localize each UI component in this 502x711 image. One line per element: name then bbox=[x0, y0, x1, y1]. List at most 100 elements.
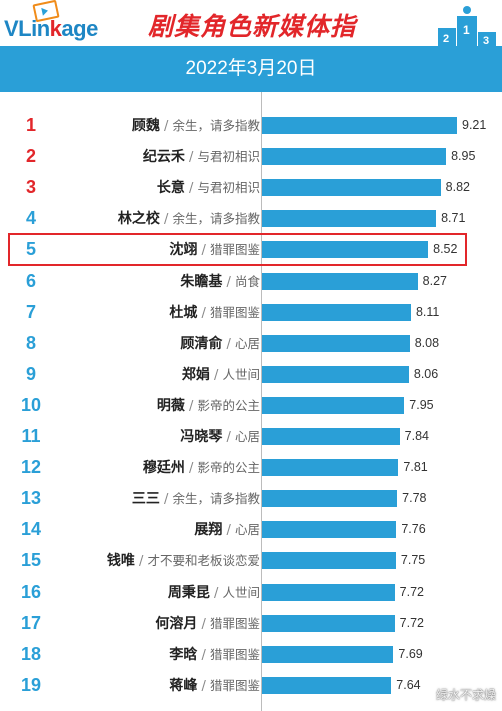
ranking-row: 19 蒋峰 / 猎罪图鉴 7.64 bbox=[0, 670, 502, 701]
ranking-row: 1 顾魏 / 余生，请多指教 9.21 bbox=[0, 110, 502, 141]
bar bbox=[262, 334, 410, 352]
rank-number: 4 bbox=[25, 208, 36, 229]
drama-title: 猎罪图鉴 bbox=[209, 242, 260, 258]
value-label: 8.27 bbox=[422, 273, 447, 288]
row-label: 李晗 / 猎罪图鉴 bbox=[169, 639, 260, 671]
separator: / bbox=[184, 461, 198, 477]
separator: / bbox=[209, 585, 223, 601]
value-label: 7.76 bbox=[401, 522, 426, 537]
separator: / bbox=[222, 336, 235, 352]
separator: / bbox=[197, 616, 210, 632]
drama-title: 影帝的公主 bbox=[197, 460, 260, 476]
character-name: 长意 bbox=[156, 180, 185, 197]
ranking-row: 14 展翔 / 心居 7.76 bbox=[0, 514, 502, 545]
rank-number: 17 bbox=[20, 612, 42, 633]
value-label: 7.78 bbox=[402, 491, 427, 506]
bar bbox=[262, 396, 405, 414]
separator: / bbox=[184, 181, 198, 197]
ranking-row: 8 顾清俞 / 心居 8.08 bbox=[0, 328, 502, 359]
rank-number: 18 bbox=[20, 643, 42, 664]
bar bbox=[262, 614, 395, 632]
separator: / bbox=[222, 523, 235, 539]
rank-number: 16 bbox=[20, 581, 42, 602]
character-name: 顾魏 bbox=[131, 118, 160, 134]
drama-title: 猎罪图鉴 bbox=[209, 304, 260, 320]
rank-number: 10 bbox=[20, 394, 42, 415]
drama-title: 余生，请多指教 bbox=[172, 118, 260, 133]
value-label: 8.11 bbox=[415, 304, 440, 319]
value-label: 8.08 bbox=[414, 335, 440, 350]
character-name: 杜城 bbox=[169, 304, 198, 321]
bar bbox=[262, 179, 441, 197]
drama-title: 与君初相识 bbox=[197, 149, 260, 165]
separator: / bbox=[159, 119, 173, 134]
drama-title: 人世间 bbox=[222, 584, 260, 600]
rank-number: 6 bbox=[25, 270, 36, 291]
logo-text: VLinkage bbox=[4, 16, 98, 41]
ranking-bar-chart: 1 顾魏 / 余生，请多指教 9.21 2 纪云禾 / 与君初相识 8.95 3 长意 / 与… bbox=[0, 92, 502, 711]
row-label: 长意 / 与君初相识 bbox=[157, 172, 260, 204]
value-label: 7.84 bbox=[404, 429, 429, 443]
ranking-row: 18 李晗 / 猎罪图鉴 7.69 bbox=[0, 639, 502, 670]
row-label: 何溶月 / 猎罪图鉴 bbox=[155, 608, 260, 640]
drama-title: 心居 bbox=[234, 522, 260, 538]
separator: / bbox=[209, 367, 223, 383]
character-name: 展翔 bbox=[194, 522, 223, 539]
bar bbox=[262, 148, 447, 166]
page-title: 剧集角色新媒体指 bbox=[148, 12, 357, 41]
drama-title: 猎罪图鉴 bbox=[209, 646, 260, 662]
ranking-row: 10 明薇 / 影帝的公主 7.95 bbox=[0, 390, 502, 421]
character-name: 周秉昆 bbox=[167, 584, 210, 601]
character-name: 明薇 bbox=[156, 397, 185, 414]
row-label: 朱瞻基 / 尚食 bbox=[180, 266, 260, 298]
drama-title: 才不要和老板谈恋爱 bbox=[147, 553, 260, 569]
value-label: 7.75 bbox=[400, 553, 426, 568]
row-label: 郑娟 / 人世间 bbox=[182, 359, 260, 391]
separator: / bbox=[222, 430, 235, 445]
svg-text:2: 2 bbox=[443, 33, 449, 45]
row-label: 蒋峰 / 猎罪图鉴 bbox=[169, 670, 260, 702]
rank-number: 11 bbox=[21, 426, 41, 446]
header: VLinkage 剧集角色新媒体指 2 1 3 bbox=[0, 0, 502, 48]
character-name: 三三 bbox=[131, 491, 160, 508]
character-name: 林之校 bbox=[117, 211, 160, 228]
ranking-row: 6 朱瞻基 / 尚食 8.27 bbox=[0, 266, 502, 297]
separator: / bbox=[222, 274, 235, 290]
character-name: 李晗 bbox=[169, 646, 198, 663]
row-label: 明薇 / 影帝的公主 bbox=[157, 390, 260, 422]
rank-number: 13 bbox=[20, 488, 42, 509]
value-label: 7.69 bbox=[398, 646, 423, 661]
value-label: 7.95 bbox=[409, 397, 434, 412]
ranking-row: 5 沈翊 / 猎罪图鉴 8.52 bbox=[0, 234, 502, 265]
ranking-row: 17 何溶月 / 猎罪图鉴 7.72 bbox=[0, 608, 502, 639]
ranking-row: 12 穆廷州 / 影帝的公主 7.81 bbox=[0, 452, 502, 483]
row-label: 展翔 / 心居 bbox=[194, 514, 260, 546]
row-label: 穆廷州 / 影帝的公主 bbox=[143, 452, 260, 484]
rank-number: 8 bbox=[25, 332, 36, 353]
row-label: 纪云禾 / 与君初相识 bbox=[143, 141, 260, 173]
character-name: 顾清俞 bbox=[180, 335, 223, 352]
rank-number: 12 bbox=[20, 457, 42, 478]
drama-title: 与君初相识 bbox=[197, 180, 260, 196]
character-name: 沈翊 bbox=[169, 242, 198, 259]
bar bbox=[262, 676, 392, 694]
drama-title: 尚食 bbox=[234, 273, 260, 289]
rank-number: 19 bbox=[20, 674, 42, 695]
bar bbox=[262, 583, 395, 601]
value-label: 8.52 bbox=[433, 242, 458, 257]
row-label: 周秉昆 / 人世间 bbox=[168, 577, 260, 609]
value-label: 8.82 bbox=[445, 180, 471, 195]
ranking-row: 16 周秉昆 / 人世间 7.72 bbox=[0, 577, 502, 608]
drama-title: 猎罪图鉴 bbox=[209, 615, 260, 631]
axis-line bbox=[261, 92, 262, 711]
separator: / bbox=[184, 150, 198, 166]
value-label: 7.81 bbox=[403, 460, 428, 475]
separator: / bbox=[159, 492, 173, 508]
bar bbox=[262, 459, 399, 477]
rank-number: 15 bbox=[20, 550, 42, 571]
drama-title: 心居 bbox=[234, 335, 260, 351]
character-name: 何溶月 bbox=[155, 615, 198, 632]
character-name: 钱唯 bbox=[106, 553, 135, 570]
bar bbox=[262, 117, 457, 134]
character-name: 穆廷州 bbox=[142, 460, 185, 477]
